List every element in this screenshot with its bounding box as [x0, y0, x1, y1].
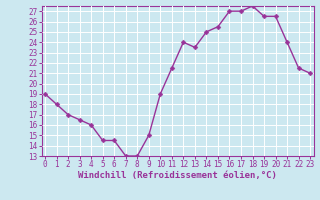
X-axis label: Windchill (Refroidissement éolien,°C): Windchill (Refroidissement éolien,°C) — [78, 171, 277, 180]
